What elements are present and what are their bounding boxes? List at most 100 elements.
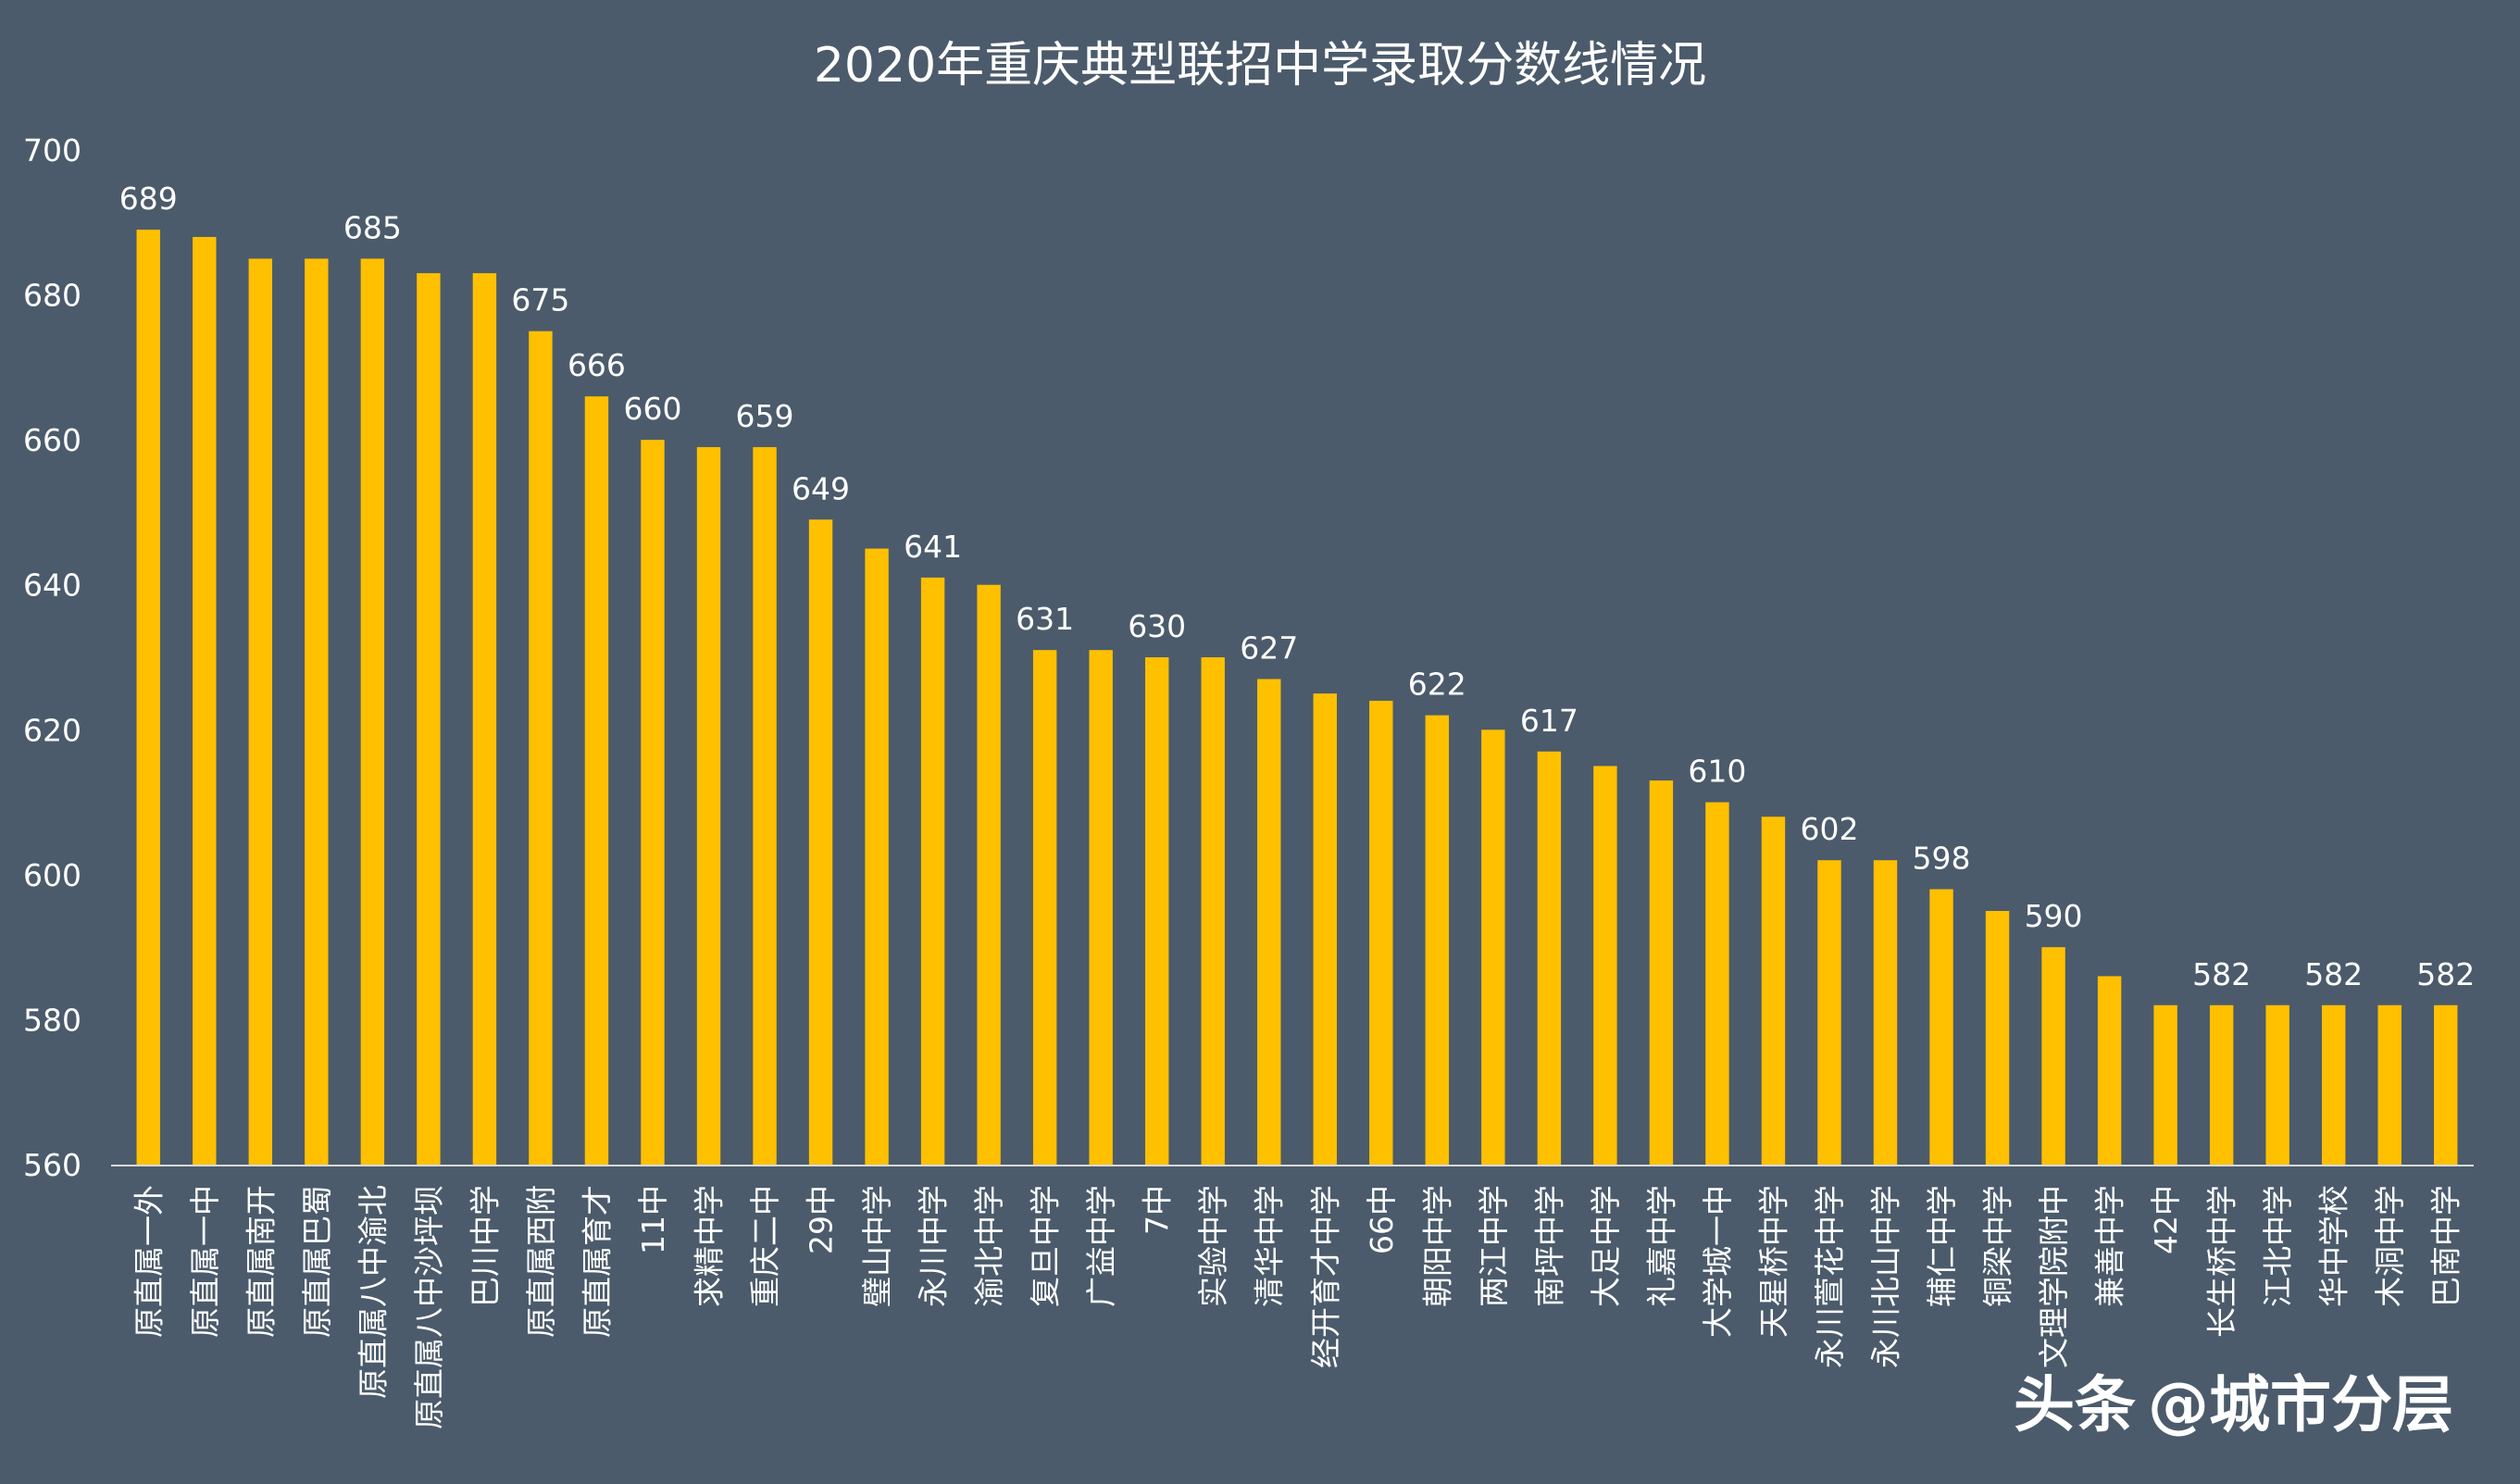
x-tick-label: 清华中学	[1252, 1185, 1288, 1307]
data-label: 685	[343, 209, 402, 245]
bar	[641, 440, 665, 1166]
data-label: 627	[1240, 630, 1298, 666]
bar	[1144, 657, 1169, 1165]
x-tick-label: 原直属八中渝北	[355, 1185, 391, 1399]
watermark: 头条 @城市分层	[2014, 1369, 2453, 1440]
x-tick-label: 璧山中学	[859, 1185, 895, 1307]
bar	[248, 258, 273, 1165]
data-label: 590	[2025, 898, 2083, 934]
y-axis: 560 580 600 620 640 660 680 700	[23, 132, 81, 1183]
data-label: 582	[2192, 956, 2251, 992]
bar	[920, 577, 945, 1165]
data-label: 660	[623, 391, 681, 427]
data-label: 622	[1408, 667, 1466, 703]
x-tick-label: 木洞中学	[2372, 1185, 2408, 1307]
data-label: 610	[1688, 754, 1746, 790]
bar	[865, 548, 889, 1165]
x-axis: 原直属一外 原直属一中 原直属南开 原直属巴蜀 原直属八中渝北 原直属八中沙坪坝 巴川中学原…	[111, 1165, 2474, 1429]
x-tick-label: 永川中学	[916, 1185, 952, 1307]
y-tick-label: 680	[23, 278, 81, 314]
bar	[1032, 650, 1057, 1165]
x-tick-label: 南坪中学	[1531, 1185, 1567, 1307]
x-tick-label: 铜梁中学	[1980, 1185, 2016, 1307]
bar	[417, 273, 441, 1166]
data-labels-group: 689 685 675 666 660 659 649 641 631 630 627 622 617 6…	[119, 181, 2475, 992]
watermark-handle: @城市分层	[2148, 1369, 2453, 1440]
bar	[1425, 715, 1450, 1165]
bar	[1761, 817, 1786, 1165]
bar	[2321, 1004, 2346, 1165]
bar	[1929, 889, 1953, 1165]
x-tick-label: 巴南中学	[2428, 1185, 2464, 1307]
x-tick-label: 原直属巴蜀	[299, 1185, 335, 1338]
x-tick-label: 永川萱花中学	[1812, 1185, 1848, 1368]
bar	[529, 330, 553, 1165]
x-tick-label: 42中	[2148, 1185, 2184, 1254]
bar	[696, 446, 721, 1165]
bar	[1873, 860, 1898, 1165]
x-tick-label: 7中	[1140, 1185, 1176, 1235]
bar	[136, 230, 160, 1166]
x-tick-label: 复旦中学	[1028, 1185, 1064, 1307]
y-tick-label: 640	[23, 567, 81, 604]
data-label: 617	[1520, 703, 1578, 739]
x-tick-label: 经开育才中学	[1307, 1185, 1343, 1368]
x-tick-label: 两江中学	[1476, 1185, 1512, 1307]
bar	[1537, 751, 1562, 1165]
x-tick-label: 广益中学	[1083, 1185, 1119, 1307]
bar	[2041, 947, 2065, 1165]
data-label: 582	[2304, 956, 2363, 992]
x-tick-label: 原直属一外	[131, 1185, 167, 1338]
data-label: 689	[119, 181, 178, 217]
y-tick-label: 660	[23, 422, 81, 458]
data-label: 602	[1800, 811, 1858, 847]
bar	[2097, 976, 2122, 1165]
data-label: 630	[1128, 608, 1186, 644]
x-tick-label: 原直属西附	[523, 1185, 559, 1338]
bar	[2153, 1004, 2177, 1165]
bar	[977, 584, 1001, 1165]
bar	[1257, 679, 1281, 1165]
bar	[1817, 860, 1841, 1165]
bar	[1649, 780, 1674, 1165]
bar	[808, 519, 833, 1165]
bar	[2265, 1004, 2289, 1165]
data-label: 631	[1016, 601, 1074, 637]
y-tick-label: 600	[23, 857, 81, 893]
bar	[305, 258, 329, 1165]
x-tick-label: 江北中学	[2260, 1185, 2296, 1307]
x-tick-label: 辅仁中学	[1924, 1185, 1960, 1307]
x-tick-label: 朝阳中学	[1419, 1185, 1455, 1307]
watermark-brand: 头条	[2014, 1369, 2136, 1440]
x-tick-label: 兼善中学	[2092, 1185, 2128, 1307]
data-label: 675	[511, 282, 569, 318]
bar	[1313, 693, 1337, 1165]
x-tick-label: 大学城一中	[1700, 1185, 1736, 1338]
bars-group	[136, 230, 2458, 1166]
bar	[1481, 730, 1505, 1165]
x-tick-label: 求精中学	[692, 1185, 728, 1307]
x-tick-label: 大足中学	[1588, 1185, 1624, 1307]
x-tick-label: 渝北中学	[971, 1185, 1007, 1307]
data-label: 598	[1913, 841, 1971, 877]
x-tick-label: 文理学院附中	[2036, 1185, 2072, 1368]
bar	[472, 273, 497, 1166]
bar	[1705, 802, 1729, 1165]
bar	[193, 236, 217, 1165]
y-tick-label: 560	[23, 1147, 81, 1183]
bar	[1593, 766, 1617, 1165]
bar	[2209, 1004, 2234, 1165]
data-label: 659	[736, 398, 794, 434]
y-tick-label: 700	[23, 132, 81, 168]
x-tick-label: 原直属八中沙坪坝	[411, 1185, 447, 1429]
data-label: 582	[2416, 956, 2475, 992]
bar	[2434, 1004, 2458, 1165]
bar	[584, 396, 609, 1166]
bar	[1369, 700, 1393, 1165]
x-tick-label: 原直属一中	[187, 1185, 223, 1338]
x-tick-label: 礼嘉中学	[1643, 1185, 1679, 1307]
y-tick-label: 620	[23, 712, 81, 748]
x-tick-label: 66中	[1364, 1185, 1400, 1254]
x-tick-label: 实验中学	[1195, 1185, 1231, 1307]
